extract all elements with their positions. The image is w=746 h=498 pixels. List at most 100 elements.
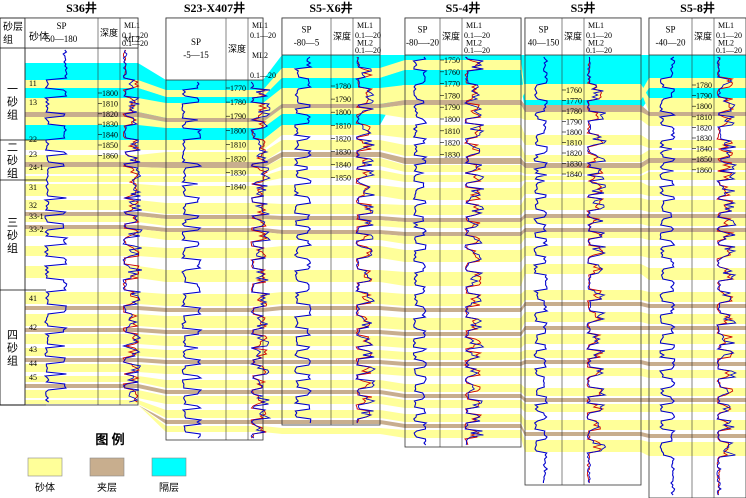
layer-band-25-well-4 — [525, 360, 641, 364]
well-name-3: S5-4井 — [446, 0, 481, 15]
depth-tick-2-3: 1810 — [335, 121, 351, 130]
layer-band-4-well-4 — [525, 105, 641, 112]
ml1-label-0: ML1 — [124, 21, 140, 30]
layer-band-11-link-1 — [263, 185, 282, 196]
layer-band-10-link-3 — [521, 175, 525, 182]
ml2-scale-4: 0.1—20 — [586, 46, 612, 55]
layer-band-19-link-3 — [521, 290, 525, 306]
layer-band-3-link-3 — [521, 84, 525, 100]
layer-band-14-link-3 — [521, 218, 525, 228]
layer-band-30-well-4 — [525, 420, 641, 430]
depth-tick-2-6: 1840 — [335, 161, 351, 170]
layer-band-20-well-1 — [166, 308, 263, 312]
sp-scale-5: -40—20 — [656, 38, 686, 48]
layer-band-24-well-3 — [405, 352, 521, 360]
layer-band-11-well-3 — [405, 188, 521, 200]
layer-band-11-well-5 — [649, 186, 746, 196]
layer-band-21-well-0 — [25, 314, 138, 326]
ml2-scale-3: 0.1—20 — [464, 46, 490, 55]
layer-band-8-well-1 — [166, 162, 263, 168]
layer-band-28-well-1 — [166, 390, 263, 394]
layer-band-32-well-5 — [649, 442, 746, 456]
ml2-curve-5 — [716, 56, 738, 496]
layer-band-25-link-4 — [641, 360, 649, 366]
depth-tick-1-6: 1830 — [230, 169, 246, 178]
depth-tick-3-5: 1800 — [444, 115, 460, 124]
layer-band-14-well-4 — [525, 218, 641, 224]
layer-band-32-well-3 — [405, 430, 521, 438]
well-0 — [24, 17, 139, 406]
ml2-label-3: ML2 — [466, 39, 482, 48]
layer-band-27-link-2 — [380, 380, 405, 392]
bed-label-42: 42 — [29, 323, 37, 332]
layer-band-17-link-4 — [641, 246, 649, 258]
depth-tick-0-4: 1840 — [102, 131, 118, 140]
layer-band-10-well-3 — [405, 175, 521, 182]
layer-band-21-well-5 — [649, 314, 746, 324]
depth-tick-1-0: 1770 — [230, 84, 246, 93]
sp-scale-1: -5—15 — [183, 50, 209, 60]
depth-tick-2-7: 1850 — [335, 174, 351, 183]
layer-band-21-well-3 — [405, 318, 521, 330]
layer-band-20-link-2 — [380, 306, 405, 312]
layer-band-4-link-4 — [641, 105, 649, 116]
layer-band-26-link-3 — [521, 368, 525, 376]
legend-title: 图 例 — [95, 432, 124, 447]
layer-band-23-link-4 — [641, 334, 649, 344]
layer-band-15-well-5 — [649, 228, 746, 232]
layer-band-31-link-1 — [263, 420, 282, 424]
layer-band-13-link-1 — [263, 215, 282, 220]
layer-band-13-well-0 — [25, 212, 138, 216]
layer-band-27-well-1 — [166, 380, 263, 388]
layer-band-32-well-2 — [282, 428, 380, 434]
sp-label-3: SP — [417, 25, 427, 35]
layer-band-29-well-3 — [405, 400, 521, 408]
ml1-scale-0: 0.1—20 — [122, 31, 148, 40]
layer-band-24-link-4 — [641, 350, 649, 358]
layer-band-5-link-2 — [380, 105, 405, 118]
layer-band-9-well-1 — [166, 168, 263, 174]
zone-1-char-0: 二 — [7, 142, 18, 154]
well-name-1: S23-X407井 — [184, 0, 245, 15]
layer-band-18-link-0 — [138, 266, 166, 282]
bed-label-13: 13 — [29, 98, 37, 107]
layer-band-27-link-1 — [263, 380, 282, 388]
depth-header-0: 深度 — [100, 27, 118, 38]
layer-band-29-link-2 — [380, 396, 405, 408]
layer-band-14-well-5 — [649, 218, 746, 226]
well-frames — [0, 17, 746, 498]
layer-band-19-well-0 — [25, 292, 138, 304]
legend-label-0: 砂体 — [35, 481, 55, 494]
layer-band-24-well-0 — [25, 348, 138, 356]
zone-3-char-1: 砂 — [7, 342, 18, 355]
layer-band-26-well-4 — [525, 368, 641, 376]
layer-band-2-link-2 — [380, 70, 405, 88]
ml1-label-5: ML1 — [718, 21, 734, 30]
layer-band-1-link-0 — [138, 80, 166, 97]
zone-2-char-2: 组 — [7, 241, 18, 255]
layer-band-18-link-1 — [263, 270, 282, 282]
layer-band-17-well-5 — [649, 246, 746, 258]
depth-tick-1-4: 1810 — [230, 140, 246, 149]
legend-swatch-1 — [89, 457, 125, 477]
layer-band-28-well-0 — [25, 384, 138, 388]
bed-label-24-1: 24-1 — [29, 163, 44, 172]
depth-header-2: 深度 — [333, 31, 351, 42]
layer-band-15-well-0 — [25, 225, 138, 229]
layer-band-12-link-0 — [138, 200, 166, 214]
layer-band-6-well-0 — [25, 140, 138, 150]
layer-band-21-link-1 — [263, 316, 282, 328]
layer-band-12-well-4 — [525, 198, 641, 210]
layer-band-24-well-1 — [166, 350, 263, 358]
layer-band-26-link-1 — [263, 366, 282, 374]
sp-scale-3: -80—-20 — [406, 38, 439, 48]
layer-band-8-link-3 — [521, 158, 525, 168]
layer-band-10-well-0 — [25, 176, 138, 182]
layer-band-21-link-4 — [641, 312, 649, 324]
layer-band-7-link-2 — [380, 140, 405, 156]
well-5-header — [648, 17, 746, 56]
layer-band-22-well-1 — [166, 330, 263, 334]
well-4-header — [524, 17, 642, 56]
layer-band-9-link-2 — [380, 158, 405, 172]
layer-band-12-well-3 — [405, 205, 521, 215]
